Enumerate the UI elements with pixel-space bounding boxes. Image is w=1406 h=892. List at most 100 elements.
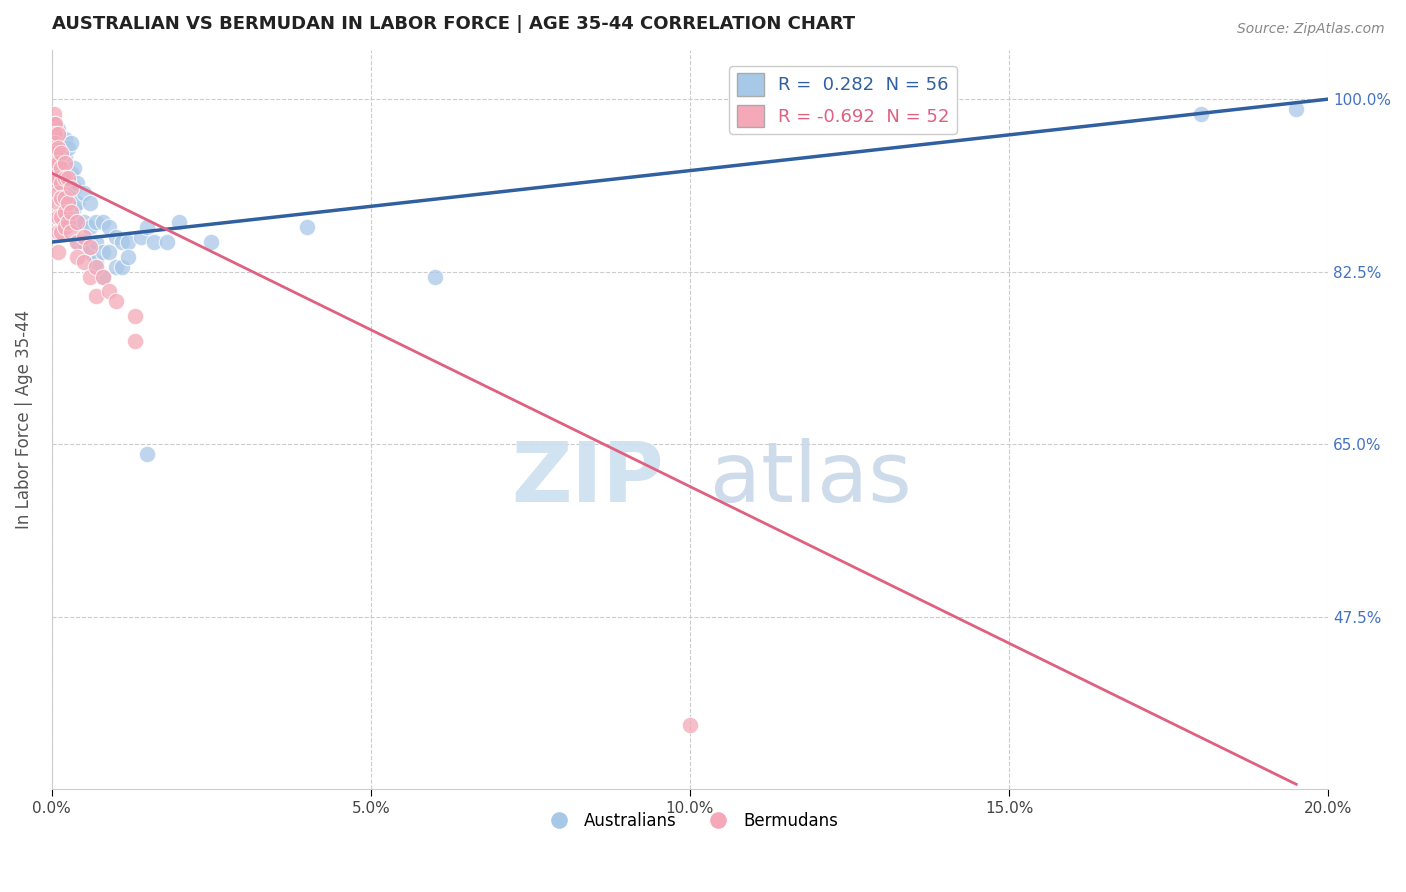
Point <box>66 195 89 210</box>
Point <box>104 230 127 244</box>
Point <box>86 289 108 303</box>
Point <box>53 211 76 225</box>
Point <box>59 215 82 229</box>
Point <box>59 205 82 219</box>
Point <box>91 244 114 259</box>
Point <box>73 186 96 200</box>
Point <box>44 166 66 180</box>
Point <box>136 220 159 235</box>
Point <box>79 195 101 210</box>
Point <box>79 244 101 259</box>
Point <box>73 230 96 244</box>
Point <box>53 205 76 219</box>
Point <box>46 186 69 200</box>
Point <box>46 141 69 155</box>
Point <box>73 254 96 268</box>
Point <box>46 171 69 186</box>
Point <box>46 121 69 136</box>
Point <box>423 269 446 284</box>
Point <box>66 235 89 249</box>
Point <box>46 146 69 161</box>
Point <box>59 225 82 239</box>
Point <box>104 294 127 309</box>
Point <box>200 235 222 249</box>
Point <box>42 127 65 141</box>
Point <box>117 235 139 249</box>
Point <box>86 215 108 229</box>
Point <box>111 235 134 249</box>
Text: Source: ZipAtlas.com: Source: ZipAtlas.com <box>1237 22 1385 37</box>
Point <box>46 244 69 259</box>
Point <box>86 260 108 274</box>
Point <box>42 107 65 121</box>
Point <box>129 230 152 244</box>
Point <box>53 151 76 165</box>
Point <box>136 447 159 461</box>
Point <box>46 195 69 210</box>
Point <box>44 136 66 151</box>
Point <box>86 254 108 268</box>
Point <box>44 127 66 141</box>
Point <box>59 181 82 195</box>
Point <box>53 156 76 170</box>
Point <box>73 215 96 229</box>
Point <box>91 215 114 229</box>
Point <box>46 225 69 239</box>
Point <box>44 176 66 190</box>
Point <box>46 156 69 170</box>
Point <box>86 235 108 249</box>
Point <box>46 127 69 141</box>
Point <box>98 285 121 299</box>
Point <box>56 215 79 229</box>
Point <box>46 131 69 145</box>
Point <box>142 235 165 249</box>
Point <box>124 334 146 348</box>
Point <box>53 220 76 235</box>
Point <box>98 220 121 235</box>
Point <box>44 117 66 131</box>
Point <box>56 195 79 210</box>
Point <box>91 269 114 284</box>
Legend: Australians, Bermudans: Australians, Bermudans <box>536 805 845 837</box>
Point <box>51 176 73 190</box>
Point <box>51 161 73 175</box>
Point <box>124 309 146 323</box>
Point <box>56 171 79 186</box>
Point <box>117 250 139 264</box>
Point <box>56 141 79 155</box>
Point <box>53 191 76 205</box>
Point <box>91 269 114 284</box>
Point <box>79 269 101 284</box>
Point <box>156 235 179 249</box>
Point <box>66 215 89 229</box>
Point <box>1189 107 1212 121</box>
Point <box>51 211 73 225</box>
Point <box>66 250 89 264</box>
Point <box>111 260 134 274</box>
Point <box>42 117 65 131</box>
Point <box>104 260 127 274</box>
Text: ZIP: ZIP <box>512 438 664 519</box>
Point <box>98 244 121 259</box>
Point <box>53 131 76 145</box>
Point <box>51 146 73 161</box>
Point <box>169 215 191 229</box>
Point <box>51 225 73 239</box>
Point <box>1285 102 1308 116</box>
Point <box>73 235 96 249</box>
Point <box>79 240 101 254</box>
Point <box>63 181 86 195</box>
Point <box>679 718 702 732</box>
Point <box>44 146 66 161</box>
Point <box>59 136 82 151</box>
Point <box>46 136 69 151</box>
Point <box>53 181 76 195</box>
Point <box>63 201 86 215</box>
Point <box>79 220 101 235</box>
Point <box>59 195 82 210</box>
Point <box>56 201 79 215</box>
Text: AUSTRALIAN VS BERMUDAN IN LABOR FORCE | AGE 35-44 CORRELATION CHART: AUSTRALIAN VS BERMUDAN IN LABOR FORCE | … <box>52 15 855 33</box>
Point <box>51 191 73 205</box>
Point <box>44 156 66 170</box>
Y-axis label: In Labor Force | Age 35-44: In Labor Force | Age 35-44 <box>15 310 32 529</box>
